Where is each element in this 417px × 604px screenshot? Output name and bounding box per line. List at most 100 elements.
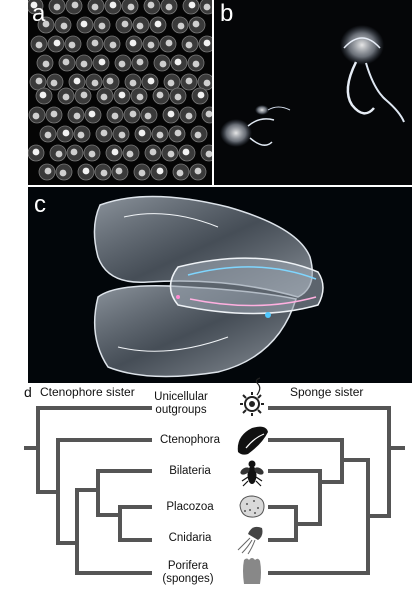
egg [201,106,212,124]
egg [102,73,120,91]
larvae-image [220,25,405,147]
egg [35,87,53,105]
egg [133,163,151,181]
ctenophore-icon [237,426,268,455]
egg [66,144,84,162]
panel-label-d: d [24,384,32,400]
egg [38,163,56,181]
egg [105,144,123,162]
egg [132,16,150,34]
egg [180,73,198,91]
egg [83,144,101,162]
egg [149,16,167,34]
egg [95,125,113,143]
egg [124,73,142,91]
egg [47,35,65,53]
egg [182,0,200,15]
taxon-label: Cnidaria [168,532,212,544]
left-tree [24,406,152,575]
egg [160,0,178,15]
egg [125,35,143,53]
egg [151,125,169,143]
egg [75,54,93,72]
egg [76,16,94,34]
egg [39,125,57,143]
egg [141,73,159,91]
egg [198,35,212,53]
egg [115,16,133,34]
taxon-label: Bilateria [169,465,211,477]
egg [113,87,131,105]
egg [68,73,86,91]
egg [48,0,66,15]
egg [77,163,95,181]
egg [73,125,91,143]
egg [36,54,54,72]
egg [140,106,158,124]
egg [130,87,148,105]
egg [123,106,141,124]
egg [87,0,105,15]
egg [28,144,45,162]
egg [104,0,122,15]
egg [171,16,189,34]
egg [178,144,196,162]
egg [111,163,129,181]
egg [45,106,63,124]
egg [28,106,46,124]
egg [29,73,47,91]
egg [96,87,114,105]
photo-panel-eggs: a [28,0,212,185]
egg [188,16,206,34]
egg [161,144,179,162]
egg [114,54,132,72]
egg [144,144,162,162]
egg [152,87,170,105]
egg [84,106,102,124]
egg [94,163,112,181]
egg [54,16,72,34]
photo-panel-larvae: b [214,0,412,185]
egg [170,54,188,72]
taxon-label: Placozoa [166,501,214,513]
egg [58,54,76,72]
egg [106,106,124,124]
egg [74,87,92,105]
right-tree-header: Sponge sister [290,385,364,399]
sponge-icon [243,558,261,584]
egg [37,16,55,34]
panel-label-b: b [220,0,234,27]
egg [112,125,130,143]
egg [143,0,161,15]
egg [131,54,149,72]
egg [168,125,186,143]
egg [57,87,75,105]
egg [200,144,212,162]
egg [159,35,177,53]
right-tree [268,406,405,575]
egg [122,144,140,162]
egg [28,0,44,15]
fly-icon [240,460,264,487]
eggs-image [28,0,212,181]
egg [163,73,181,91]
egg [153,54,171,72]
egg [46,73,64,91]
egg [64,35,82,53]
egg [49,144,67,162]
taxon-label: Unicellular outgroups [154,391,208,416]
egg [85,73,103,91]
egg [181,35,199,53]
egg [55,163,73,181]
egg [67,106,85,124]
egg [172,163,190,181]
egg [199,0,212,15]
egg [92,54,110,72]
egg [187,54,205,72]
panel-label-a: a [32,0,46,27]
left-tree-header: Ctenophore sister [40,385,135,399]
egg [150,163,168,181]
egg [56,125,74,143]
egg [65,0,83,15]
placozoan-icon [239,495,265,518]
